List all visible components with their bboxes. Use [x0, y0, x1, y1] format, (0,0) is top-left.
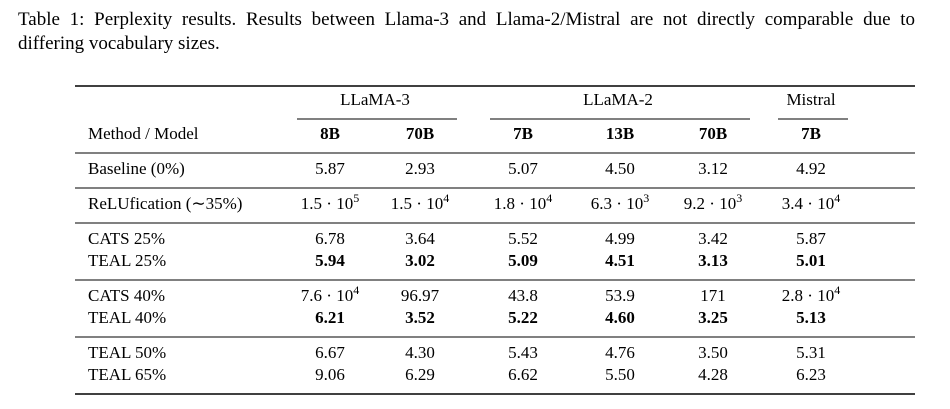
- column-header: 13B: [606, 124, 634, 143]
- cell: 5.07: [508, 159, 538, 178]
- cell: 6.78: [315, 229, 345, 248]
- cell: 5.43: [508, 343, 538, 362]
- cell: 5.22: [508, 308, 538, 327]
- cell: 5.52: [508, 229, 538, 248]
- cell: 6.23: [796, 365, 826, 384]
- cell: 3.52: [405, 308, 435, 327]
- cell: 2.93: [405, 159, 435, 178]
- cell: 96.97: [401, 286, 440, 305]
- cell: 5.87: [796, 229, 826, 248]
- cell: 3.12: [698, 159, 728, 178]
- cell-base: 1.8 · 10: [494, 194, 546, 213]
- cell-base: 6.3 · 10: [591, 194, 643, 213]
- column-header: 7B: [513, 124, 533, 143]
- cell: 3.25: [698, 308, 728, 327]
- column-header: 70B: [699, 124, 727, 143]
- cell-exponent: 3: [736, 191, 742, 205]
- cell: 5.01: [796, 251, 826, 270]
- cell: 5.09: [508, 251, 538, 270]
- cell: 7.6 · 104: [301, 283, 359, 305]
- cell-base: 1.5 · 10: [391, 194, 443, 213]
- cell: 3.50: [698, 343, 728, 362]
- cell: 9.2 · 103: [684, 191, 742, 213]
- cell-exponent: 4: [834, 283, 840, 297]
- cell: ReLUfication (∼35%): [88, 194, 242, 213]
- cell: 4.92: [796, 159, 826, 178]
- column-header: 70B: [406, 124, 434, 143]
- cell: 6.3 · 103: [591, 191, 649, 213]
- cell-exponent: 3: [643, 191, 649, 205]
- cell-exponent: 4: [834, 191, 840, 205]
- caption: Table 1: Perplexity results. Results bet…: [18, 9, 915, 54]
- cell: 5.94: [315, 251, 345, 270]
- column-header: Method / Model: [88, 124, 199, 143]
- cell: CATS 40%: [88, 286, 165, 305]
- cell-base: 3.4 · 10: [782, 194, 834, 213]
- cell: 4.50: [605, 159, 635, 178]
- cell: 3.13: [698, 251, 728, 270]
- cell: 3.02: [405, 251, 435, 270]
- cell: 3.64: [405, 229, 435, 248]
- cell: 171: [700, 286, 726, 305]
- cell: 3.42: [698, 229, 728, 248]
- cell: 6.67: [315, 343, 345, 362]
- cell: 4.60: [605, 308, 635, 327]
- cell-base: 9.2 · 10: [684, 194, 736, 213]
- cell: 4.76: [605, 343, 635, 362]
- cell-exponent: 4: [443, 191, 449, 205]
- cell: 6.21: [315, 308, 345, 327]
- cell: TEAL 65%: [88, 365, 166, 384]
- cell: 3.4 · 104: [782, 191, 840, 213]
- group-header: Mistral: [786, 90, 835, 109]
- cell: 4.30: [405, 343, 435, 362]
- cell: 9.06: [315, 365, 345, 384]
- cell: 6.62: [508, 365, 538, 384]
- cell: 4.28: [698, 365, 728, 384]
- cell-exponent: 4: [353, 283, 359, 297]
- cell: CATS 25%: [88, 229, 165, 248]
- cell: 4.99: [605, 229, 635, 248]
- column-header: 7B: [801, 124, 821, 143]
- cell-base: 2.8 · 10: [782, 286, 834, 305]
- group-header: LLaMA-2: [583, 90, 653, 109]
- cell: TEAL 40%: [88, 308, 166, 327]
- cell-exponent: 4: [546, 191, 552, 205]
- column-header: 8B: [320, 124, 340, 143]
- cell: 5.87: [315, 159, 345, 178]
- cell: TEAL 50%: [88, 343, 166, 362]
- cell: 4.51: [605, 251, 635, 270]
- cell: 5.50: [605, 365, 635, 384]
- cell: 1.5 · 104: [391, 191, 449, 213]
- cell-base: 7.6 · 10: [301, 286, 353, 305]
- cell: 6.29: [405, 365, 435, 384]
- cell: 5.31: [796, 343, 826, 362]
- cell-exponent: 5: [353, 191, 359, 205]
- group-header: LLaMA-3: [340, 90, 410, 109]
- cell: 1.5 · 105: [301, 191, 359, 213]
- cell: 1.8 · 104: [494, 191, 552, 213]
- cell: 53.9: [605, 286, 635, 305]
- cell: TEAL 25%: [88, 251, 166, 270]
- cell: 43.8: [508, 286, 538, 305]
- cell: Baseline (0%): [88, 159, 185, 178]
- cell: 5.13: [796, 308, 826, 327]
- cell: 2.8 · 104: [782, 283, 840, 305]
- cell-base: 1.5 · 10: [301, 194, 353, 213]
